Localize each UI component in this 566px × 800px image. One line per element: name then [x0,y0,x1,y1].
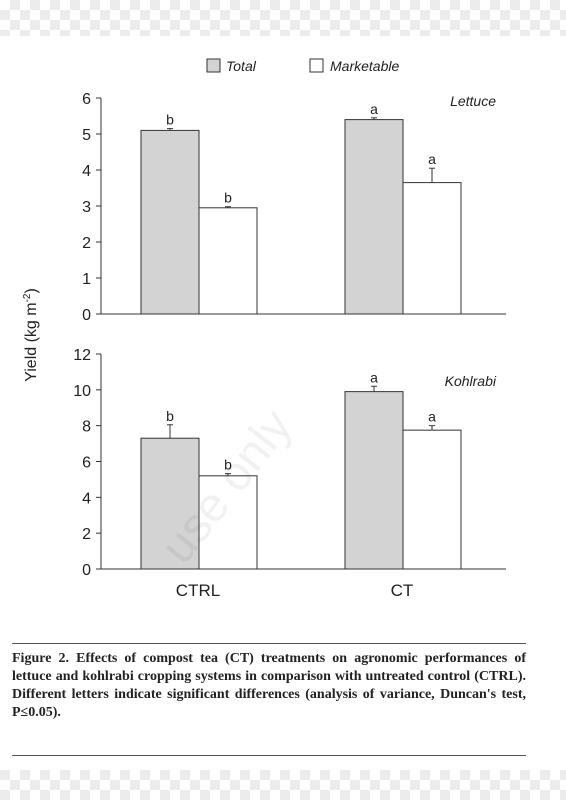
kohlrabi-significance-letter: b [224,457,232,473]
lettuce-significance-letter: b [224,190,232,206]
lettuce-y-tick-label: 6 [82,91,91,108]
kohlrabi-y-tick-label: 6 [82,455,91,472]
legend-swatch-total [206,58,221,73]
kohlrabi-y-tick-label: 4 [82,490,91,507]
lettuce-significance-letter: a [370,101,378,117]
kohlrabi-y-tick-label: 0 [82,562,91,579]
x-tick-label-ctrl: CTRL [176,581,220,600]
lettuce-y-tick-label: 4 [82,163,91,180]
kohlrabi-bar-marketable [198,475,258,570]
lettuce-significance-letter: b [166,112,174,128]
caption-top-rule [12,643,526,644]
lettuce-significance-letter: a [428,151,436,167]
kohlrabi-significance-letter: a [370,369,378,385]
figure-page [0,36,566,770]
lettuce-y-tick-label: 1 [82,271,91,288]
kohlrabi-y-tick-label: 10 [73,383,91,400]
lettuce-y-tick-label: 2 [82,235,91,252]
y-axis-label: Yield (kg m-2) [22,288,40,382]
kohlrabi-panel-title: Kohlrabi [445,373,497,389]
lettuce-panel-title: Lettuce [450,93,496,109]
lettuce-y-tick-label: 0 [82,307,91,324]
lettuce-bar-total [140,129,200,315]
kohlrabi-bar-total [140,437,200,570]
lettuce-y-tick-label: 3 [82,199,91,216]
legend-label-marketable: Marketable [330,58,399,74]
lettuce-bar-total [344,119,404,315]
kohlrabi-bar-total [344,391,404,570]
kohlrabi-y-tick-label: 12 [73,347,91,364]
figure-caption: Figure 2. Effects of compost tea (CT) tr… [12,651,526,720]
lettuce-bar-marketable [198,207,258,315]
kohlrabi-y-tick-label: 2 [82,526,91,543]
kohlrabi-y-tick-label: 8 [82,419,91,436]
legend-swatch-marketable [309,58,324,73]
kohlrabi-bar-marketable [402,429,462,570]
lettuce-bar-marketable [402,182,462,315]
x-tick-label-ct: CT [391,581,414,600]
caption-bottom-rule [12,755,526,756]
legend-label-total: Total [226,58,257,74]
kohlrabi-significance-letter: b [166,408,174,424]
kohlrabi-significance-letter: a [428,409,436,425]
lettuce-y-tick-label: 5 [82,127,91,144]
